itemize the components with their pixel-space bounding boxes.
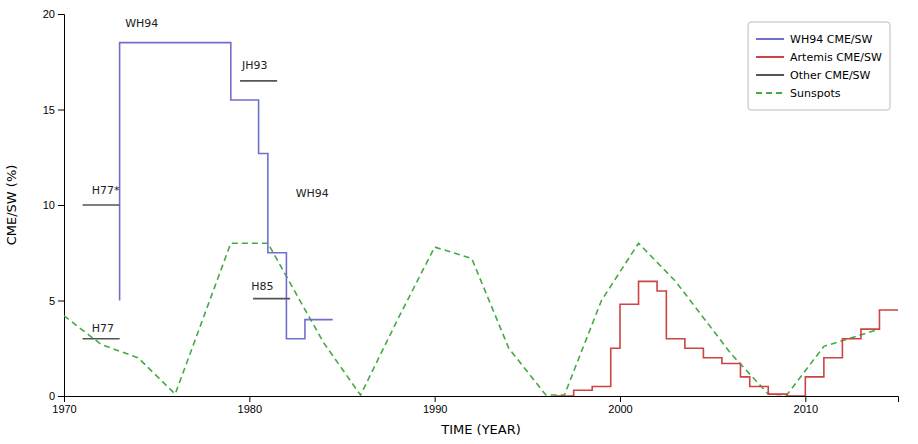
tick-mark (58, 110, 64, 111)
plot: 1970 1980 1990 2000 2010 0 5 10 15 20 WH94 H77* H77 J… (43, 8, 899, 415)
tick-label: 2010 (794, 403, 818, 415)
series-line (64, 243, 879, 395)
y-axis-title: CME/SW (%) (4, 165, 19, 246)
annotations: WH94 H77* H77 JH93 WH94 H85 (92, 17, 329, 335)
tick-label: 0 (49, 390, 55, 402)
tick-label: 1980 (238, 403, 262, 415)
legend-swatch (756, 74, 784, 76)
tick: 2010 (794, 396, 818, 415)
tick-mark (435, 396, 436, 402)
y-axis: 0 5 10 15 20 (43, 8, 65, 402)
tick-label: 20 (43, 8, 55, 20)
tick-label: 5 (49, 295, 55, 307)
legend-label: WH94 CME/SW (790, 33, 872, 46)
annotation: H85 (251, 280, 273, 293)
legend: WH94 CME/SW Artemis CME/SW Other CME/SW Sun… (748, 22, 890, 110)
tick: 10 (43, 199, 64, 211)
legend-swatch (756, 38, 784, 40)
tick-mark (58, 396, 64, 397)
legend-label: Artemis CME/SW (790, 51, 882, 64)
chart: 1970 1980 1990 2000 2010 0 5 10 15 20 WH94 H77* H77 J… (0, 0, 918, 444)
annotation: H77 (92, 322, 114, 335)
tick-label: 1990 (423, 403, 447, 415)
tick: 20 (43, 8, 64, 20)
tick: 0 (49, 390, 64, 402)
tick-mark (249, 396, 250, 402)
annotation: H77* (92, 184, 120, 197)
annotation: JH93 (241, 59, 268, 72)
legend-box (748, 22, 890, 110)
annotation: WH94 (296, 187, 329, 200)
tick-mark (58, 205, 64, 206)
tick-mark (805, 396, 806, 402)
legend-label: Other CME/SW (790, 69, 871, 82)
axis-line (58, 15, 65, 397)
tick-mark (620, 396, 621, 402)
tick-label: 10 (43, 199, 55, 211)
tick: 1970 (52, 396, 76, 415)
legend-label: Sunspots (790, 87, 841, 100)
tick: 15 (43, 104, 64, 116)
legend-item: Other CME/SW (756, 69, 871, 82)
legend-item: Artemis CME/SW (756, 51, 882, 64)
axis-line (65, 397, 899, 403)
tick: 1990 (423, 396, 447, 415)
x-axis-title: TIME (YEAR) (440, 422, 521, 437)
legend-item: WH94 CME/SW (756, 33, 872, 46)
series-line (120, 43, 333, 339)
x-axis: 1970 1980 1990 2000 2010 (52, 396, 898, 415)
series-line (83, 81, 291, 339)
tick: 5 (49, 295, 64, 307)
legend-item: Sunspots (756, 87, 841, 100)
tick-mark (58, 301, 64, 302)
tick: 1980 (238, 396, 262, 415)
tick-mark (58, 14, 64, 15)
annotation: WH94 (125, 17, 158, 30)
legend-swatch (756, 92, 784, 94)
tick-label: 1970 (52, 403, 76, 415)
legend-swatch (756, 56, 784, 58)
tick: 2000 (608, 396, 632, 415)
tick-label: 15 (43, 104, 55, 116)
series-line (555, 281, 898, 396)
tick-label: 2000 (608, 403, 632, 415)
